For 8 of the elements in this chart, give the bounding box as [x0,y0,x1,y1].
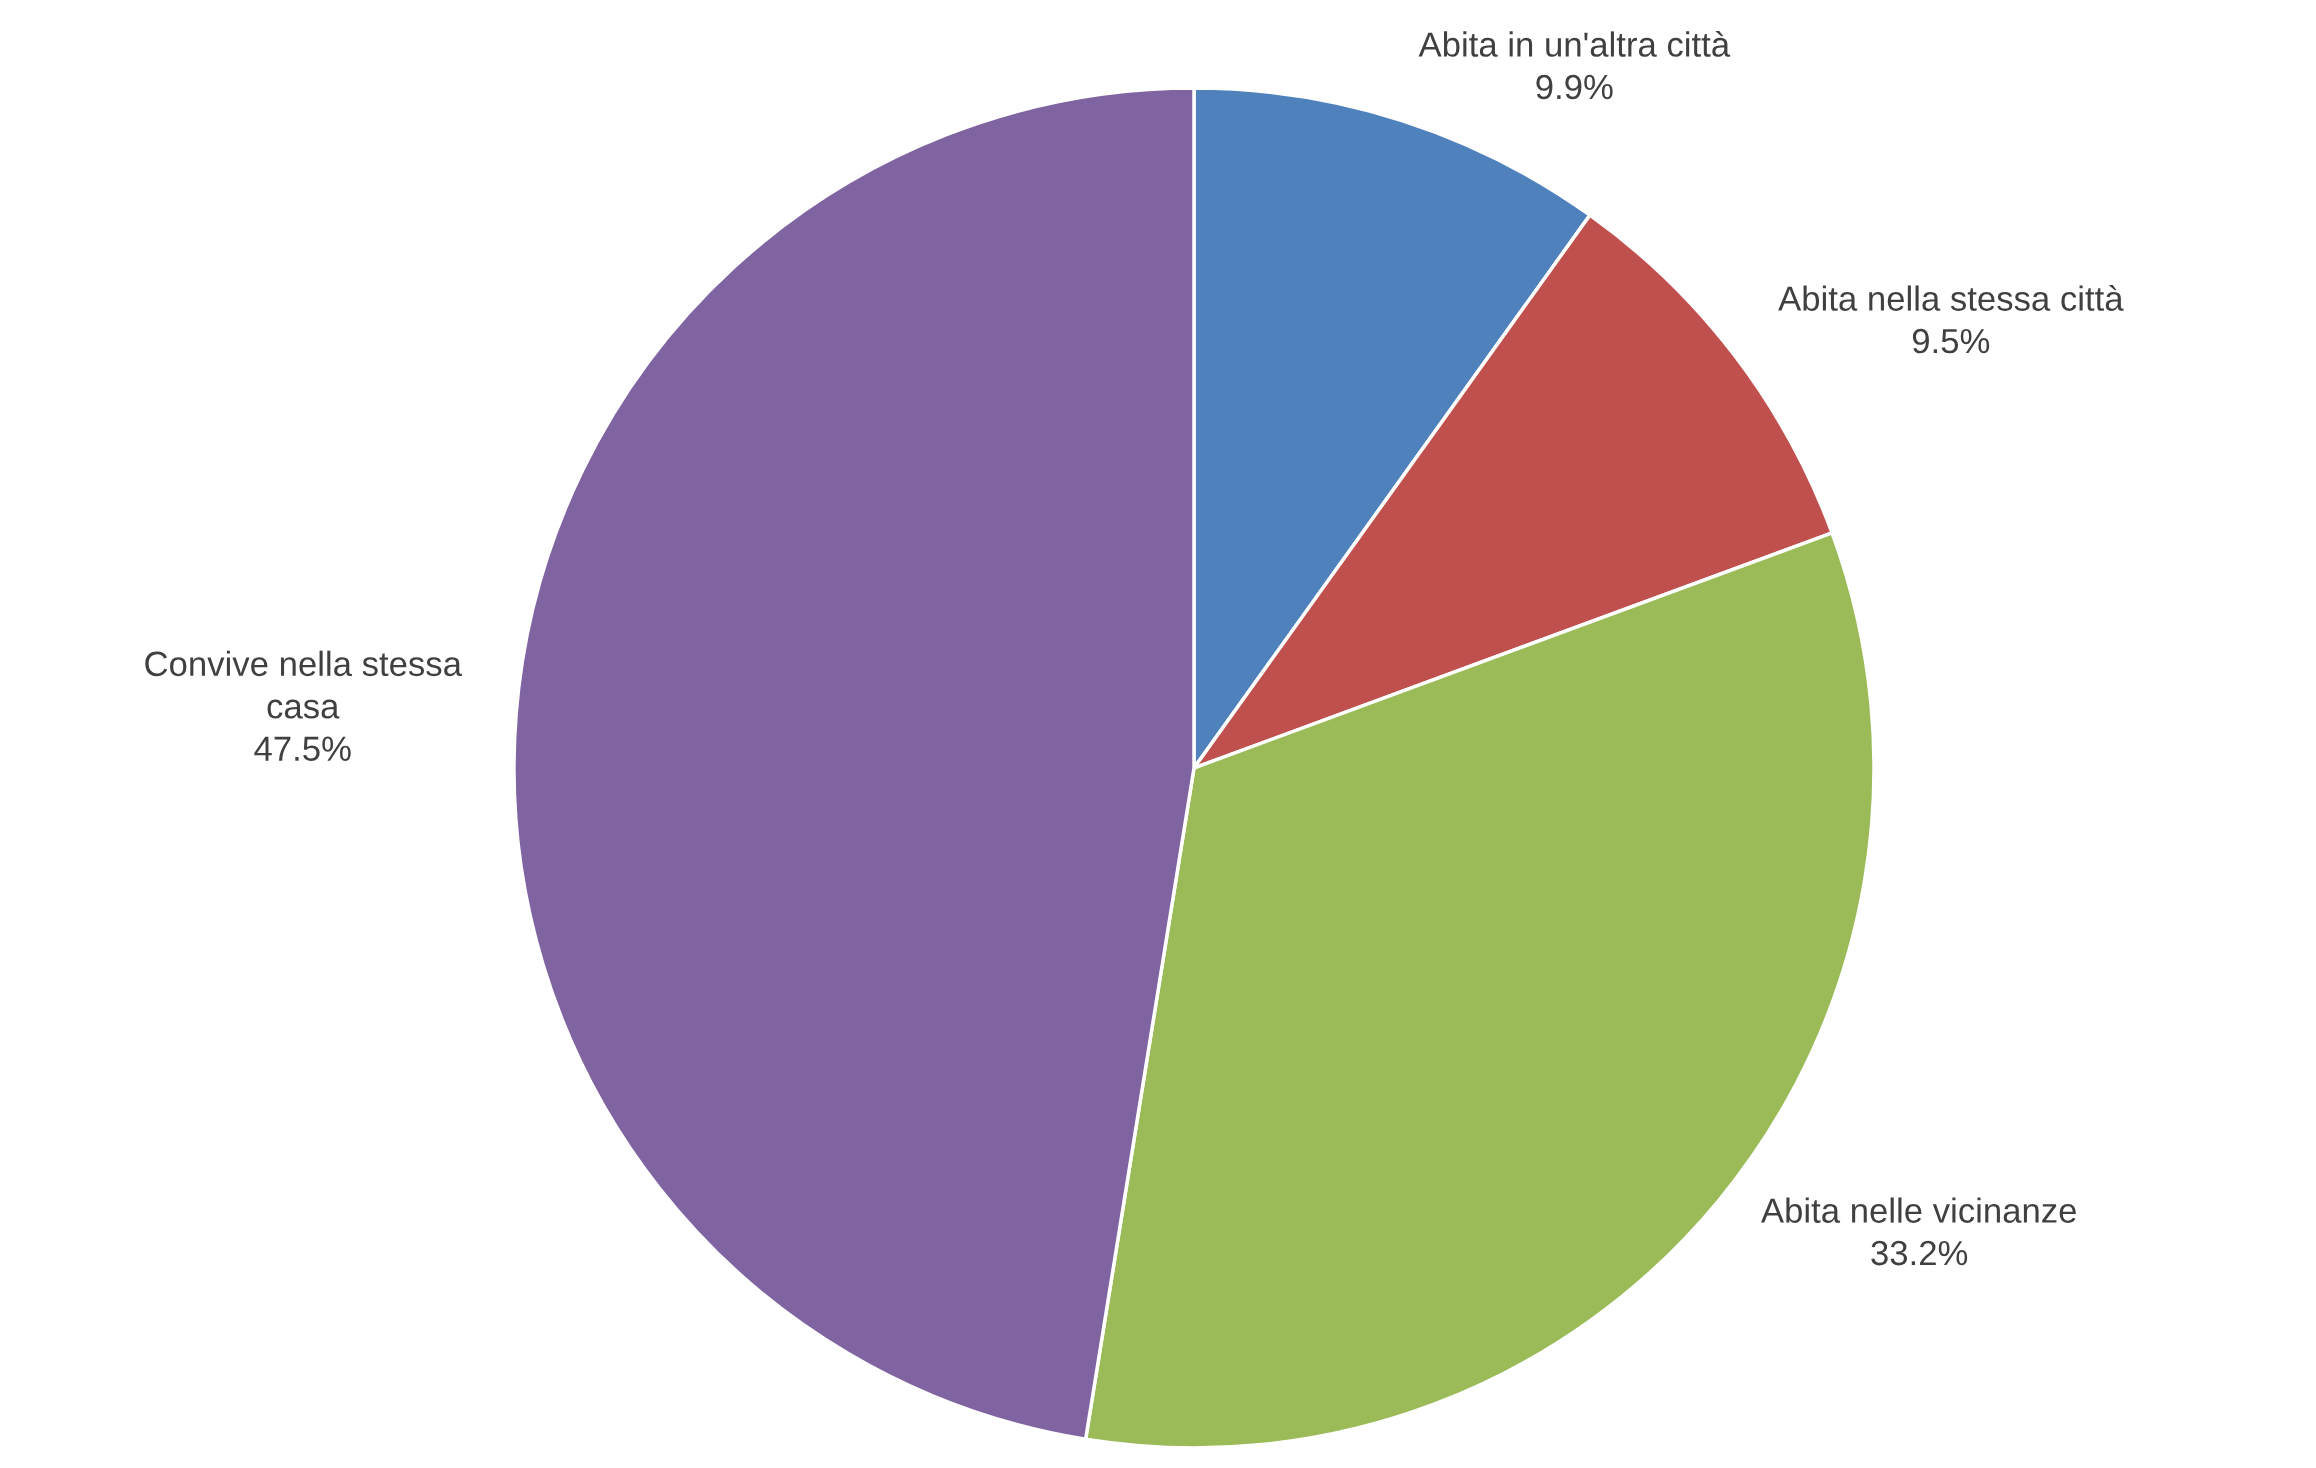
slice-label: Abita in un'altra città [1418,30,1731,57]
slice-label: Convive nella stessa casa [145,650,462,719]
slice-label: Abita nelle vicinanze [1760,1197,2076,1223]
data-label: 47.5% [254,736,351,762]
data-label: 9.5% [1912,328,1990,354]
slice-label: Abita nella stessa città [1778,285,2124,311]
data-label: 33.2% [1871,1240,1968,1266]
data-label: 9.9% [1536,74,1613,100]
